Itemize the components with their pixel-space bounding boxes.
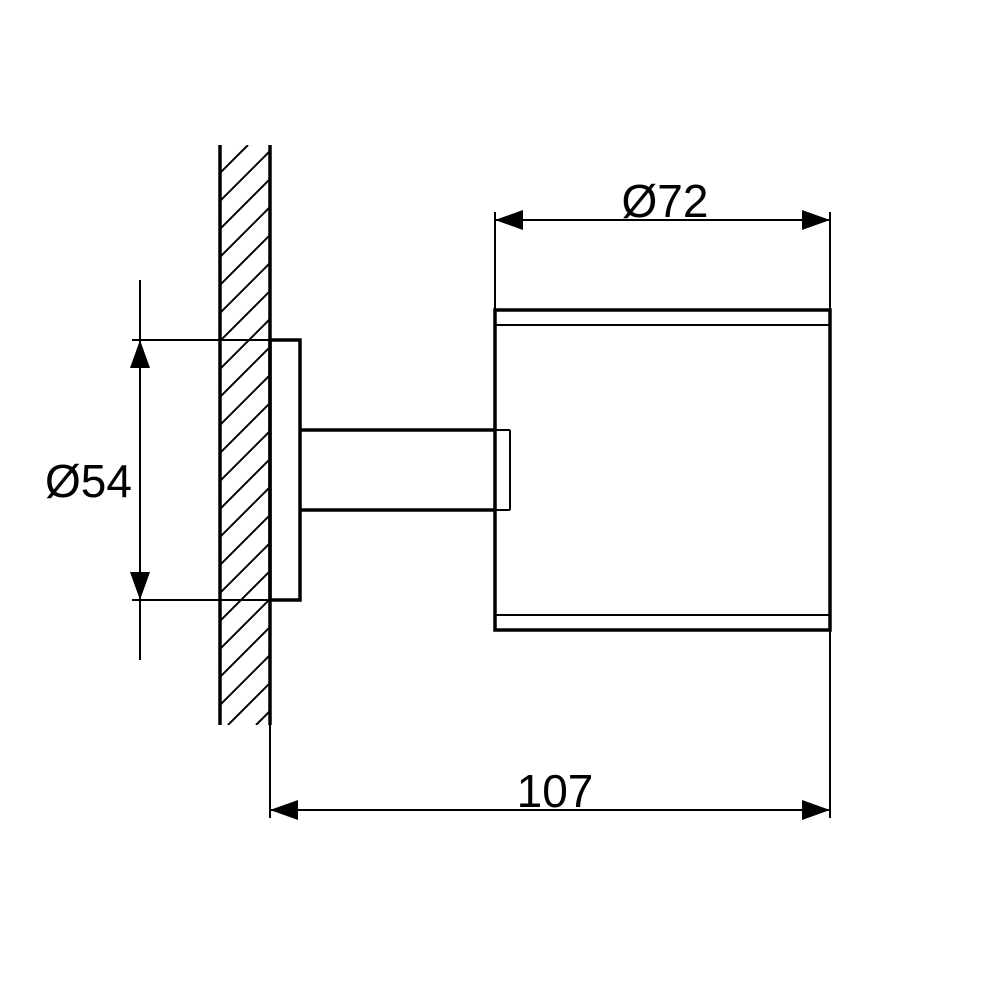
technical-drawing: Ø54 Ø72 107 bbox=[0, 0, 1000, 1000]
dimension-label: Ø72 bbox=[622, 175, 709, 227]
cup-body bbox=[495, 310, 830, 630]
wall-hatch bbox=[0, 145, 1000, 725]
dimension-label: Ø54 bbox=[45, 455, 132, 507]
dimension-label: 107 bbox=[517, 765, 594, 817]
base-plate bbox=[270, 340, 300, 600]
